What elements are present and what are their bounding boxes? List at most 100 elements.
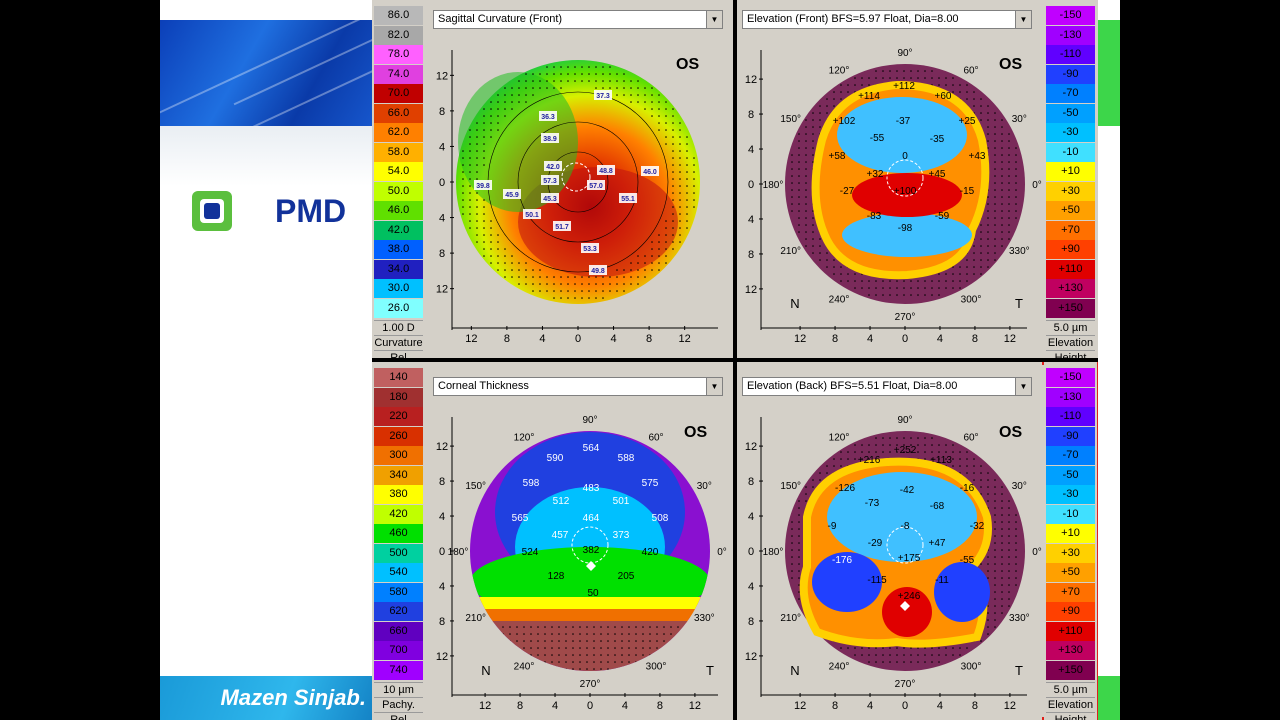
bullet-icon [192, 191, 232, 231]
axis-tick-label: 12 [1004, 333, 1016, 345]
corneal-thickness-panel: 140 180 220 260 300 340 380 420 460 500 540 580 620 6… [372, 362, 733, 720]
map-value-label: +58 [829, 151, 846, 162]
scale-step-label: 10 µm [374, 682, 423, 697]
nasal-label: N [481, 663, 490, 678]
map-value-label: +25 [959, 116, 976, 127]
angle-label: 120° [829, 66, 850, 77]
map-value-label: -11 [935, 575, 949, 586]
front-elevation-plot: Elevation (Front) BFS=5.97 Float, Dia=8.… [737, 0, 1042, 358]
map-value-label: 420 [642, 547, 659, 558]
map-value-label: 48.8 [599, 168, 613, 175]
map-value-label: 598 [523, 478, 540, 489]
scale-step: 460 [374, 524, 423, 543]
scale-step: 62.0 [374, 123, 423, 142]
map-value-label: 575 [642, 478, 659, 489]
map-value-label: +252 [894, 445, 917, 456]
scale-step: -130 [1046, 387, 1095, 407]
scale-step: +90 [1046, 602, 1095, 621]
nasal-label: N [790, 296, 799, 311]
chevron-down-icon[interactable]: ▼ [1015, 378, 1031, 395]
sagittal-map[interactable]: 37.3 36.3 38.9 42.0 57.3 57.0 48.8 46.0 55.1 45.3… [428, 30, 728, 355]
elevation-color-scale: -150 -130 -110 -90 -70 -50 -30 -10 +10 +30 +50 +70 +… [1044, 0, 1097, 358]
scale-step: +30 [1046, 543, 1095, 563]
angle-label: 0° [1032, 547, 1042, 558]
axis-tick-label: 12 [436, 441, 448, 453]
thickness-plot: Corneal Thickness ▼ OS 564 590 588 598 575 512… [428, 362, 733, 720]
scale-step: 620 [374, 602, 423, 621]
axis-tick-label: 8 [748, 249, 754, 261]
axis-tick-label: 4 [867, 700, 873, 712]
angle-label: 330° [1009, 613, 1030, 624]
map-value-label: 53.3 [583, 246, 597, 253]
map-value-label: -8 [901, 521, 910, 532]
angle-label: 90° [897, 415, 912, 426]
axis-tick-label: 8 [517, 700, 523, 712]
map-value-label: 39.8 [476, 183, 490, 190]
axis-tick-label: 12 [436, 651, 448, 663]
map-value-label: +216 [858, 455, 881, 466]
scale-step: 260 [374, 426, 423, 446]
scale-step: -50 [1046, 103, 1095, 123]
scale-step: -150 [1046, 368, 1095, 387]
map-value-label: 42.0 [546, 164, 560, 171]
map-value-label: -73 [865, 498, 880, 509]
scale-step: 38.0 [374, 240, 423, 259]
map-value-label: -37 [896, 116, 911, 127]
axis-tick-label: 12 [679, 333, 691, 345]
map-type-dropdown[interactable]: Corneal Thickness ▼ [433, 377, 723, 396]
scale-step: 86.0 [374, 6, 423, 25]
scale-step: 82.0 [374, 25, 423, 45]
map-value-label: -42 [900, 485, 915, 496]
axis-tick-label: 8 [646, 333, 652, 345]
map-type-dropdown[interactable]: Sagittal Curvature (Front) ▼ [433, 10, 723, 29]
map-value-label: 55.1 [621, 196, 635, 203]
scale-step: +130 [1046, 641, 1095, 660]
axis-tick-label: 0 [902, 700, 908, 712]
axis-tick-label: 0 [748, 179, 754, 191]
scale-step: +110 [1046, 621, 1095, 641]
scale-step: +150 [1046, 660, 1095, 680]
angle-label: 30° [1012, 481, 1027, 492]
front-elevation-map[interactable]: +112 +114 +60 +102 +25 -55 -37 -35 0 +58 +43 +32 +45… [737, 30, 1042, 355]
scale-step-label: 5.0 µm [1046, 320, 1095, 335]
map-value-label: 51.7 [555, 224, 569, 231]
scale-step: 46.0 [374, 201, 423, 220]
map-value-label: 50 [587, 588, 599, 599]
map-value-label: -32 [970, 521, 985, 532]
back-elevation-panel: Elevation (Back) BFS=5.51 Float, Dia=8.0… [737, 362, 1098, 720]
chevron-down-icon[interactable]: ▼ [1015, 11, 1031, 28]
scale-step: +50 [1046, 201, 1095, 220]
map-value-label: 590 [547, 453, 564, 464]
back-elevation-map[interactable]: +252 +216 +113 -126 -16 -73 -42 -68 -9 -8 -32 -29 +4… [737, 397, 1042, 720]
axis-tick-label: 4 [439, 141, 445, 153]
scale-step: +30 [1046, 181, 1095, 201]
map-type-dropdown[interactable]: Elevation (Front) BFS=5.97 Float, Dia=8.… [742, 10, 1032, 29]
axis-tick-label: 0 [439, 546, 445, 558]
axis-tick-label: 0 [748, 546, 754, 558]
axis-tick-label: 12 [745, 284, 757, 296]
map-type-dropdown[interactable]: Elevation (Back) BFS=5.51 Float, Dia=8.0… [742, 377, 1032, 396]
map-value-label: +45 [929, 169, 946, 180]
scale-step: 34.0 [374, 259, 423, 279]
axis-tick-label: 12 [794, 700, 806, 712]
scale-step: 42.0 [374, 220, 423, 240]
scale-type-label: Pachy. [374, 697, 423, 712]
chevron-down-icon[interactable]: ▼ [706, 11, 722, 28]
map-value-label: 512 [553, 496, 570, 507]
axis-tick-label: 4 [439, 213, 445, 225]
axis-tick-label: 8 [439, 476, 445, 488]
eye-label: OS [684, 424, 708, 441]
axis-tick-label: 12 [745, 74, 757, 86]
pachy-color-scale: 140 180 220 260 300 340 380 420 460 500 540 580 620 6… [372, 362, 425, 720]
scale-step: 140 [374, 368, 423, 387]
map-value-label: 49.8 [591, 268, 605, 275]
chevron-down-icon[interactable]: ▼ [706, 378, 722, 395]
map-value-label: 588 [618, 453, 635, 464]
scale-step: 78.0 [374, 45, 423, 64]
axis-tick-label: 4 [539, 333, 545, 345]
axis-tick-label: 4 [937, 700, 943, 712]
map-value-label: 50.1 [525, 212, 539, 219]
angle-label: 30° [697, 481, 712, 492]
